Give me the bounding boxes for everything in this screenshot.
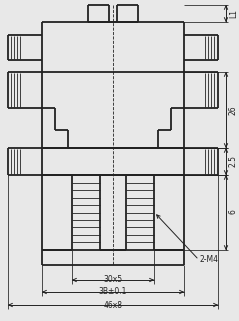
Text: 26: 26 bbox=[229, 105, 238, 115]
Text: L1: L1 bbox=[229, 8, 238, 18]
Text: 6: 6 bbox=[229, 210, 238, 214]
Text: 46x8: 46x8 bbox=[103, 300, 123, 309]
Text: 3B±0.1: 3B±0.1 bbox=[99, 288, 127, 297]
Text: 2-M4: 2-M4 bbox=[200, 256, 219, 265]
Text: 2.5: 2.5 bbox=[229, 155, 238, 167]
Text: 30x5: 30x5 bbox=[103, 275, 123, 284]
